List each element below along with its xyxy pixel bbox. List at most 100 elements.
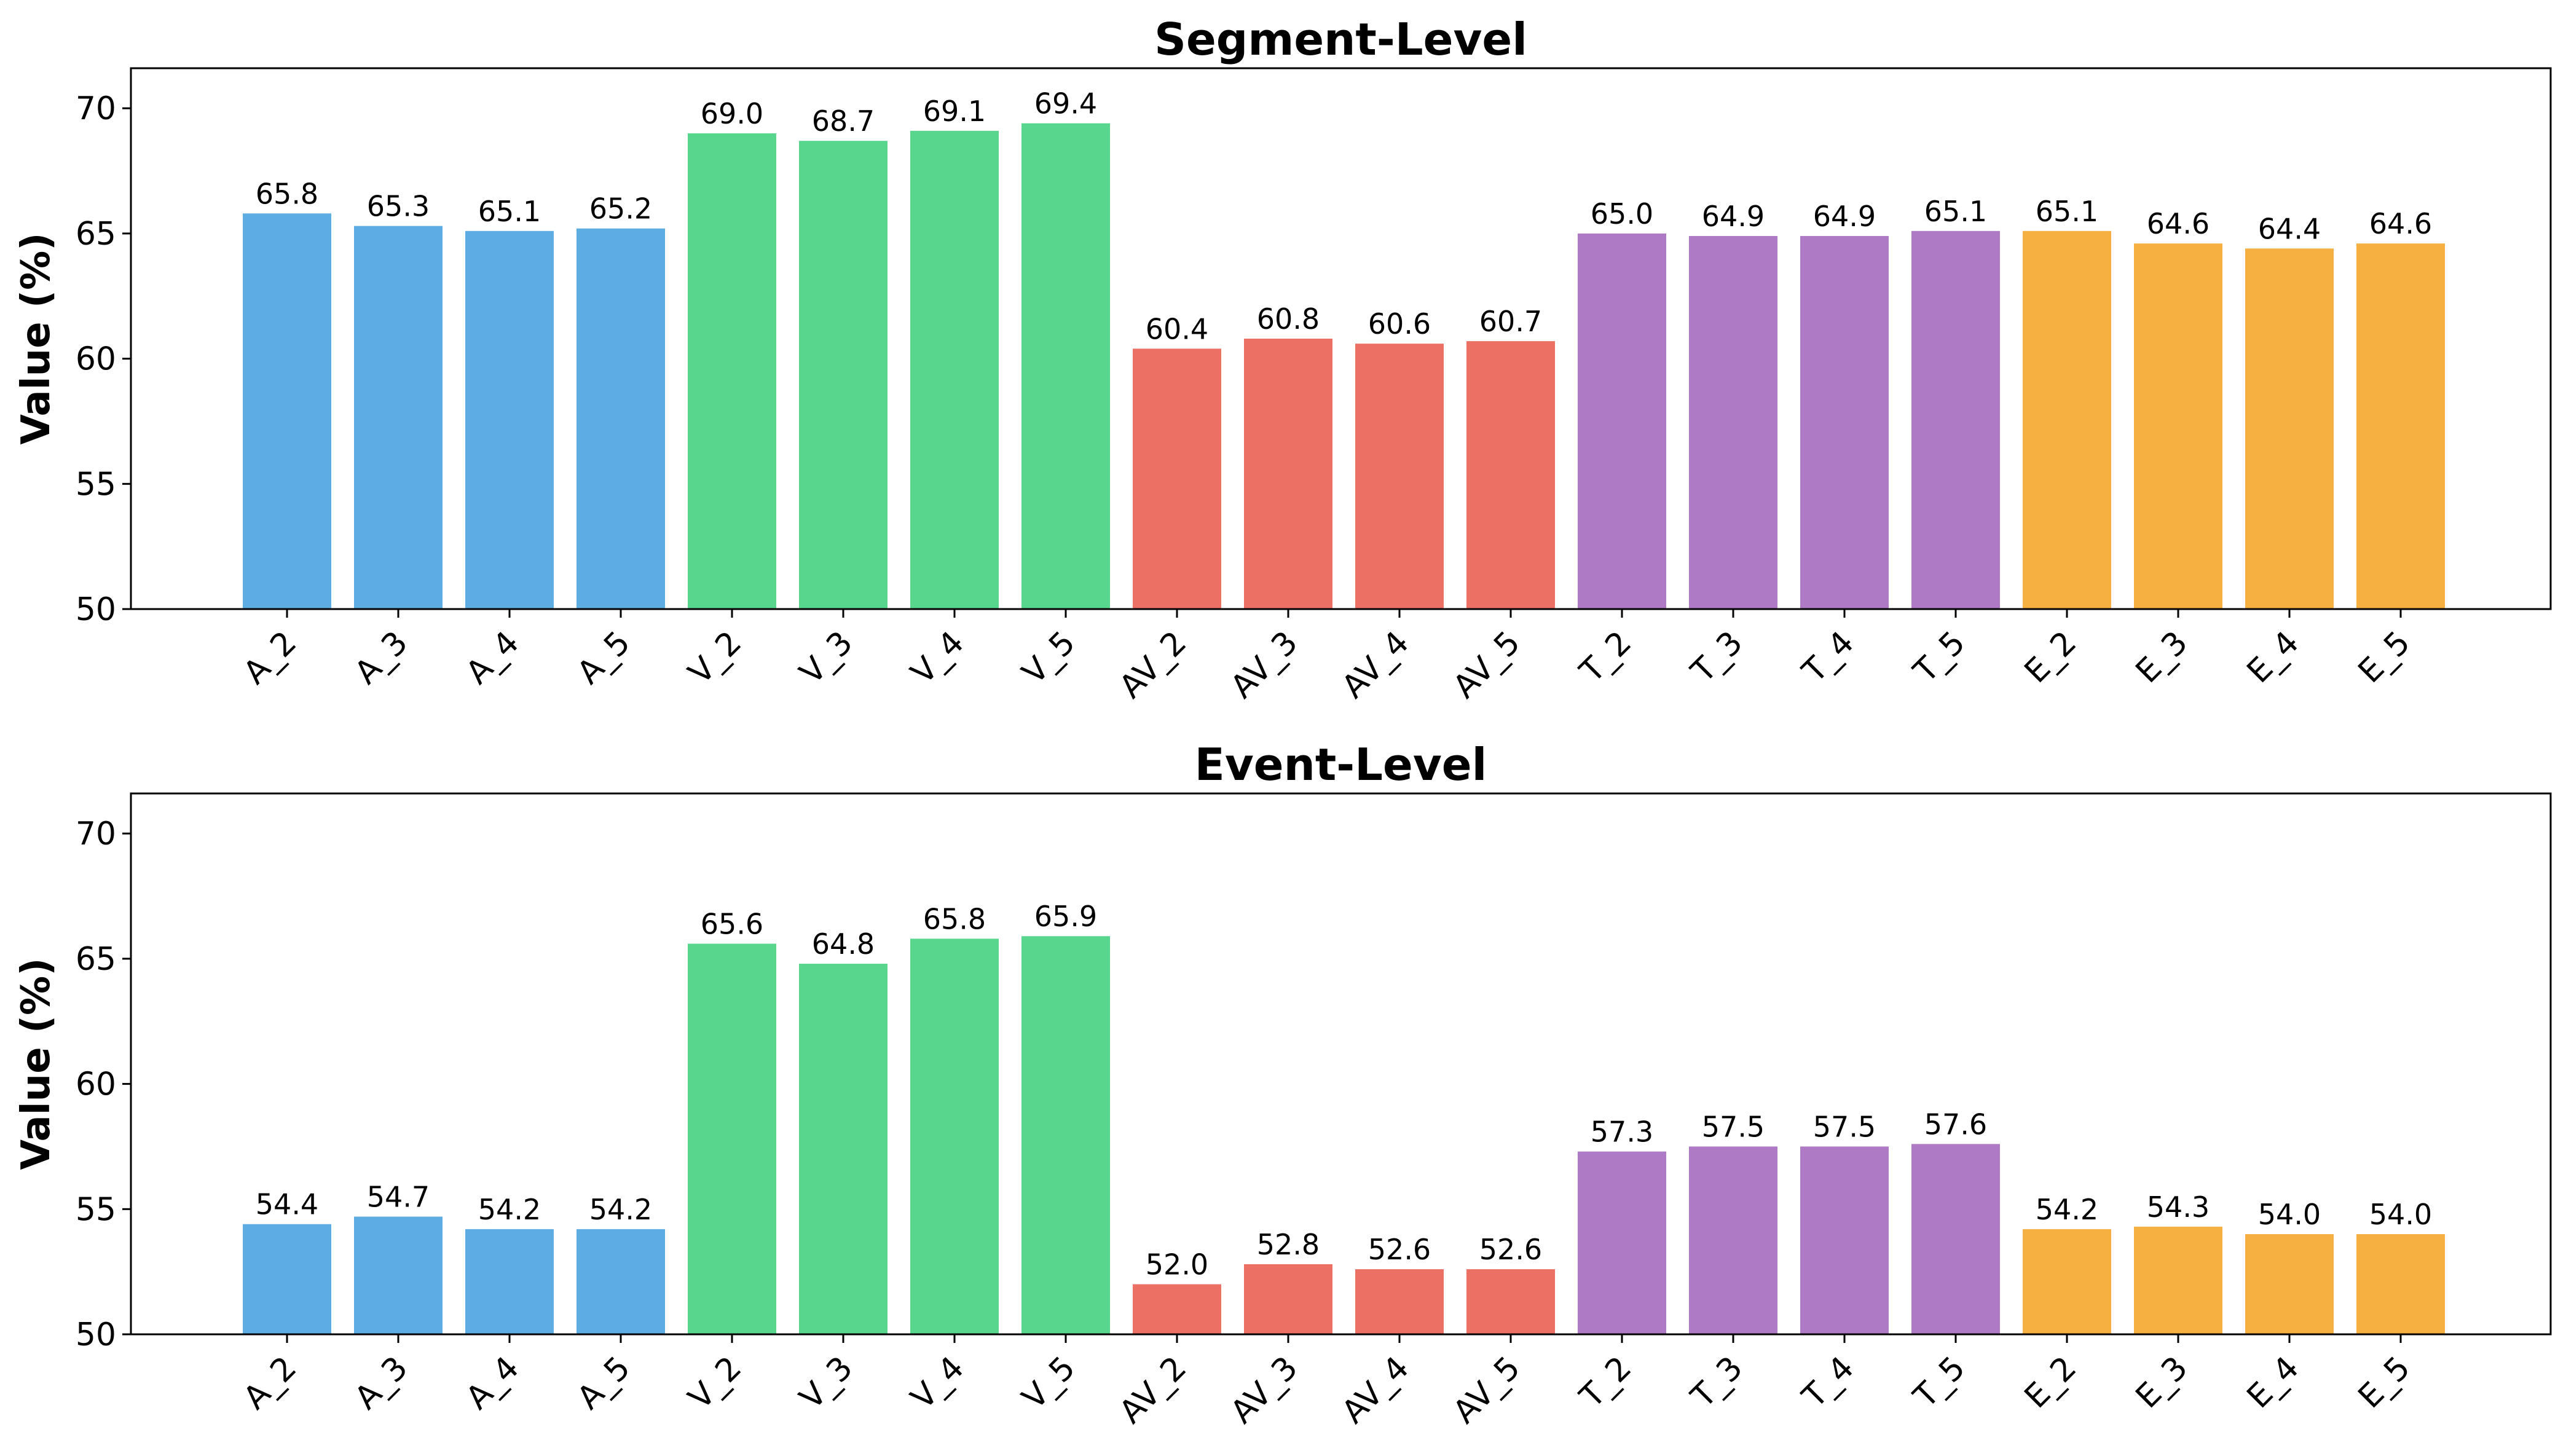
- data-label: 60.7: [1479, 305, 1542, 338]
- bar-e-2: [2023, 230, 2111, 609]
- bar-a-3: [354, 1216, 443, 1334]
- x-tick-label: V_5: [1015, 624, 1082, 691]
- data-label: 64.6: [2369, 207, 2432, 240]
- x-tick-label: T_5: [1907, 1350, 1972, 1415]
- bar-e-5: [2356, 243, 2445, 609]
- y-tick-label: 50: [76, 591, 116, 628]
- data-label: 65.8: [256, 177, 318, 210]
- bar-t-3: [1689, 235, 1777, 609]
- data-label: 69.4: [1034, 87, 1097, 120]
- x-tick-label: E_2: [2018, 1350, 2084, 1415]
- x-tick-label: E_5: [2352, 1350, 2417, 1415]
- x-tick-label: V_5: [1015, 1350, 1082, 1417]
- y-axis-label: Value (%): [14, 958, 59, 1170]
- bar-av-5: [1466, 341, 1555, 609]
- bar-av-2: [1133, 1284, 1221, 1334]
- bar-e-3: [2134, 1226, 2222, 1334]
- x-tick-label: T_5: [1907, 624, 1972, 690]
- data-label: 52.0: [1146, 1248, 1208, 1281]
- y-tick-label: 65: [76, 216, 116, 253]
- y-tick-label: 65: [76, 941, 116, 978]
- bar-t-2: [1578, 233, 1666, 609]
- x-tick-label: V_2: [682, 624, 749, 691]
- x-tick-label: A_3: [348, 624, 415, 691]
- data-label: 54.3: [2147, 1190, 2210, 1224]
- data-label: 60.6: [1368, 307, 1431, 340]
- bar-v-4: [910, 130, 999, 609]
- y-tick-label: 70: [76, 90, 116, 127]
- x-tick-label: E_3: [2129, 624, 2195, 690]
- y-axis-label: Value (%): [14, 232, 59, 444]
- bar-a-4: [465, 1229, 554, 1334]
- data-label: 57.5: [1813, 1110, 1876, 1143]
- x-tick-label: A_4: [459, 624, 526, 691]
- x-tick-label: V_2: [682, 1350, 749, 1417]
- data-label: 60.8: [1257, 302, 1320, 336]
- x-tick-label: E_4: [2240, 1350, 2306, 1415]
- bar-e-5: [2356, 1234, 2445, 1334]
- bar-a-2: [243, 1224, 331, 1334]
- y-tick-label: 50: [76, 1316, 116, 1353]
- data-label: 52.8: [1257, 1228, 1320, 1261]
- data-label: 64.6: [2147, 207, 2210, 240]
- data-label: 54.0: [2258, 1198, 2321, 1231]
- bar-av-3: [1244, 339, 1332, 609]
- y-tick-label: 55: [76, 1191, 116, 1228]
- x-tick-label: T_3: [1684, 1350, 1750, 1415]
- bar-a-3: [354, 226, 443, 610]
- data-label: 64.8: [812, 927, 875, 961]
- bar-v-3: [799, 141, 887, 610]
- x-tick-label: A_5: [570, 624, 637, 691]
- data-label: 57.3: [1591, 1116, 1653, 1149]
- chart-title: Event-Level: [1195, 739, 1487, 790]
- data-label: 57.5: [1702, 1110, 1765, 1143]
- x-tick-label: T_2: [1573, 624, 1639, 690]
- data-label: 52.6: [1479, 1233, 1542, 1266]
- x-tick-label: T_4: [1795, 624, 1861, 690]
- axes-frame: [130, 67, 2552, 610]
- x-tick-label: E_5: [2352, 624, 2417, 690]
- data-label: 65.8: [923, 902, 986, 935]
- x-tick-label: A_5: [570, 1350, 637, 1417]
- data-label: 54.2: [478, 1193, 541, 1226]
- bar-v-2: [688, 133, 776, 610]
- data-label: 64.9: [1813, 200, 1876, 233]
- data-label: 69.0: [701, 97, 763, 130]
- x-tick-label: V_3: [793, 624, 860, 691]
- data-label: 57.6: [1924, 1108, 1987, 1141]
- x-tick-label: T_4: [1795, 1350, 1861, 1415]
- bar-av-4: [1355, 344, 1444, 609]
- x-tick-label: AV_4: [1335, 624, 1416, 706]
- data-label: 54.0: [2369, 1198, 2432, 1231]
- bar-t-2: [1578, 1151, 1666, 1334]
- bar-t-5: [1911, 1144, 2000, 1334]
- data-label: 65.0: [1591, 197, 1653, 230]
- data-label: 54.4: [256, 1188, 318, 1221]
- x-tick-label: E_3: [2129, 1350, 2195, 1415]
- data-label: 65.1: [478, 195, 541, 228]
- bar-e-4: [2245, 1234, 2334, 1334]
- bar-v-4: [910, 939, 999, 1334]
- x-tick-label: V_4: [904, 1350, 971, 1417]
- x-tick-label: A_2: [237, 1350, 304, 1417]
- data-label: 68.7: [812, 104, 875, 138]
- x-tick-label: AV_5: [1446, 1350, 1527, 1431]
- data-label: 54.7: [367, 1181, 430, 1214]
- bar-e-4: [2245, 248, 2334, 609]
- x-tick-label: V_3: [793, 1350, 860, 1417]
- data-label: 65.3: [367, 190, 430, 223]
- x-tick-label: AV_3: [1224, 1350, 1305, 1431]
- bar-e-3: [2134, 243, 2222, 609]
- bar-a-5: [577, 228, 665, 610]
- data-label: 60.4: [1146, 312, 1208, 345]
- y-tick-label: 60: [76, 341, 116, 378]
- data-label: 52.6: [1368, 1233, 1431, 1266]
- chart-title: Segment-Level: [1154, 14, 1527, 65]
- bar-t-5: [1911, 230, 2000, 609]
- data-label: 64.4: [2258, 212, 2321, 245]
- x-tick-label: A_2: [237, 624, 304, 691]
- data-label: 64.9: [1702, 200, 1765, 233]
- x-tick-label: E_2: [2018, 624, 2084, 690]
- x-tick-label: AV_5: [1446, 624, 1527, 706]
- bar-t-4: [1800, 1146, 1889, 1334]
